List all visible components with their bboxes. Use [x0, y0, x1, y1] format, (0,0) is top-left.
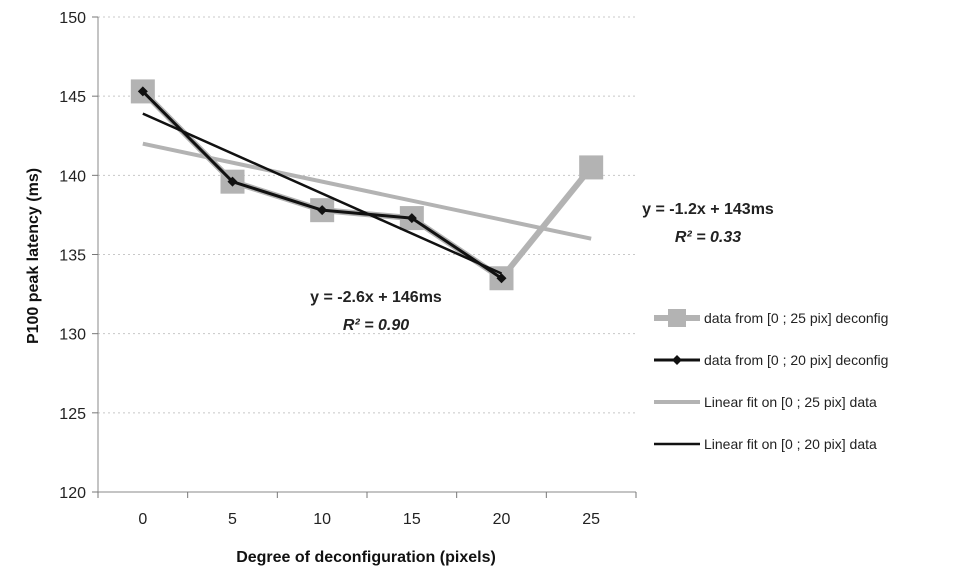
series-1 — [130, 79, 604, 291]
legend-item-1: data from [0 ; 25 pix] deconfig — [654, 309, 888, 327]
y-tick-label: 140 — [59, 168, 86, 185]
legend-marker-square — [668, 309, 686, 327]
legend-label: Linear fit on [0 ; 25 pix] data — [704, 394, 877, 410]
series-3 — [142, 141, 592, 241]
x-tick-label: 0 — [138, 511, 147, 528]
fit20-equation: y = -2.6x + 146ms — [310, 289, 442, 306]
fit25-equation: y = -1.2x + 143ms — [642, 201, 774, 218]
y-tick-labels: 120 125 130 135 140 145 150 — [59, 10, 98, 502]
series-layer — [130, 79, 604, 291]
data-point-diamond — [137, 86, 148, 97]
data-point-diamond — [227, 176, 238, 187]
series-2 — [137, 86, 507, 284]
series-line — [142, 112, 503, 275]
legend-item-2: data from [0 ; 20 pix] deconfig — [654, 352, 888, 368]
x-tick-label: 20 — [493, 511, 511, 528]
y-tick-label: 125 — [59, 406, 86, 423]
y-tick-label: 120 — [59, 485, 86, 502]
legend-item-3: Linear fit on [0 ; 25 pix] data — [654, 394, 877, 410]
legend-label: data from [0 ; 25 pix] deconfig — [704, 310, 888, 326]
y-tick-label: 150 — [59, 10, 86, 27]
x-tick-labels: 0 5 10 15 20 25 — [97, 492, 637, 528]
data-point-diamond — [406, 213, 417, 224]
x-tick-label: 25 — [582, 511, 600, 528]
legend-marker-diamond — [672, 355, 682, 365]
data-point-diamond — [496, 273, 507, 284]
x-tick-label: 5 — [228, 511, 237, 528]
legend: data from [0 ; 25 pix] deconfig data from… — [654, 309, 888, 452]
y-tick-label: 145 — [59, 89, 86, 106]
y-tick-label: 135 — [59, 248, 86, 265]
fit20-r-squared: R² = 0.90 — [343, 317, 409, 334]
x-axis-title: Degree of deconfiguration (pixels) — [236, 549, 496, 566]
series-line — [140, 89, 594, 282]
y-axis-title: P100 peak latency (ms) — [25, 168, 42, 344]
data-point-square — [579, 155, 604, 180]
data-point-diamond — [317, 205, 328, 216]
fit25-r-squared: R² = 0.33 — [675, 229, 741, 246]
legend-label: data from [0 ; 20 pix] deconfig — [704, 352, 888, 368]
legend-item-4: Linear fit on [0 ; 20 pix] data — [654, 436, 877, 452]
series-4 — [142, 112, 503, 275]
x-tick-label: 15 — [403, 511, 421, 528]
y-tick-label: 130 — [59, 327, 86, 344]
series-line — [142, 141, 592, 241]
legend-label: Linear fit on [0 ; 20 pix] data — [704, 436, 877, 452]
x-tick-label: 10 — [313, 511, 331, 528]
